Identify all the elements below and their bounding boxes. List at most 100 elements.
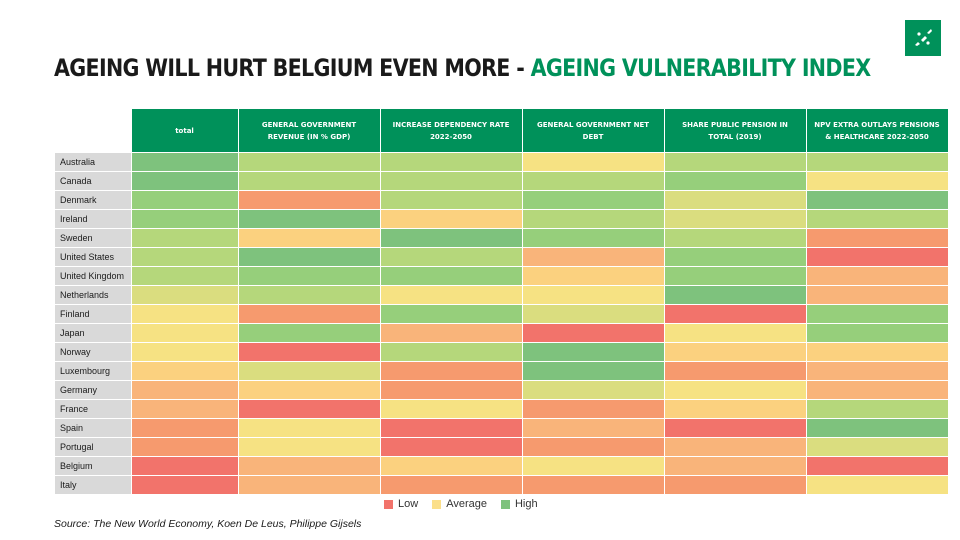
heatmap-cell xyxy=(237,437,381,457)
heatmap-cell xyxy=(521,361,665,381)
heatmap-cell xyxy=(521,475,665,495)
heatmap-cell xyxy=(805,228,949,248)
heatmap-cell xyxy=(379,171,523,191)
heatmap-cell xyxy=(805,380,949,400)
table-row: Germany xyxy=(54,380,949,400)
heatmap-cell xyxy=(130,437,239,457)
heatmap-cell xyxy=(521,418,665,438)
heatmap-cell xyxy=(521,266,665,286)
row-label: Finland xyxy=(54,304,132,324)
heatmap-cell xyxy=(130,304,239,324)
heatmap-cell xyxy=(237,418,381,438)
heatmap-cell xyxy=(130,342,239,362)
table-row: Norway xyxy=(54,342,949,362)
heatmap-cell xyxy=(805,247,949,267)
heatmap-cell xyxy=(379,190,523,210)
heatmap-cell xyxy=(130,418,239,438)
heatmap-cell xyxy=(521,456,665,476)
heatmap-cell xyxy=(663,171,807,191)
heatmap-cell xyxy=(379,456,523,476)
heatmap-cell xyxy=(130,285,239,305)
heatmap-cell xyxy=(130,228,239,248)
row-label: Italy xyxy=(54,475,132,495)
row-label: Belgium xyxy=(54,456,132,476)
heatmap-cell xyxy=(521,228,665,248)
table-row: Italy xyxy=(54,475,949,495)
heatmap-cell xyxy=(237,285,381,305)
heatmap-cell xyxy=(521,342,665,362)
heatmap-cell xyxy=(379,418,523,438)
heatmap-cell xyxy=(130,171,239,191)
table-row: United States xyxy=(54,247,949,267)
heatmap-cell xyxy=(663,228,807,248)
legend: Low Average High xyxy=(384,498,538,510)
heatmap-cell xyxy=(130,266,239,286)
heatmap-body: Australia Canada Denmark Ireland Sweden Unite… xyxy=(54,152,949,495)
legend-swatch-average xyxy=(432,499,442,509)
table-row: France xyxy=(54,399,949,419)
heatmap-cell xyxy=(663,285,807,305)
column-header-total: total xyxy=(130,108,239,153)
table-row: Australia xyxy=(54,152,949,172)
heatmap-cell xyxy=(663,304,807,324)
heatmap-cell xyxy=(379,266,523,286)
row-label: Ireland xyxy=(54,209,132,229)
legend-label-low: Low xyxy=(398,498,419,510)
row-label: Australia xyxy=(54,152,132,172)
heatmap-cell xyxy=(663,342,807,362)
heatmap-cell xyxy=(130,475,239,495)
heatmap-cell xyxy=(521,437,665,457)
table-row: Ireland xyxy=(54,209,949,229)
heatmap-cell xyxy=(237,456,381,476)
heatmap-cell xyxy=(521,152,665,172)
heatmap-cell xyxy=(237,304,381,324)
legend-item-high: High xyxy=(500,498,538,510)
heatmap-cell xyxy=(379,152,523,172)
table-row: Japan xyxy=(54,323,949,343)
table-row: Sweden xyxy=(54,228,949,248)
heatmap-cell xyxy=(379,361,523,381)
heatmap-cell xyxy=(663,323,807,343)
heatmap-cell xyxy=(663,190,807,210)
table-row: Portugal xyxy=(54,437,949,457)
heatmap-cell xyxy=(663,399,807,419)
heatmap-cell xyxy=(237,323,381,343)
heatmap-cell xyxy=(237,152,381,172)
heatmap-cell xyxy=(130,247,239,267)
row-label: Canada xyxy=(54,171,132,191)
row-label: United States xyxy=(54,247,132,267)
heatmap-cell xyxy=(521,190,665,210)
heatmap-cell xyxy=(237,228,381,248)
row-label: France xyxy=(54,399,132,419)
heatmap-cell xyxy=(521,399,665,419)
heatmap-cell xyxy=(130,361,239,381)
table-row: Finland xyxy=(54,304,949,324)
row-label: Norway xyxy=(54,342,132,362)
corner-cell xyxy=(54,108,131,153)
heatmap-cell xyxy=(805,152,949,172)
legend-swatch-low xyxy=(384,499,393,509)
heatmap-cell xyxy=(379,342,523,362)
heatmap-cell xyxy=(663,475,807,495)
heatmap-cell xyxy=(805,209,949,229)
row-label: United Kingdom xyxy=(54,266,132,286)
heatmap-cell xyxy=(805,456,949,476)
heatmap-cell xyxy=(237,209,381,229)
heatmap-cell xyxy=(130,190,239,210)
heatmap-cell xyxy=(663,266,807,286)
heatmap-cell xyxy=(805,418,949,438)
heatmap-cell xyxy=(130,456,239,476)
heatmap-cell xyxy=(237,247,381,267)
heatmap-cell xyxy=(130,152,239,172)
heatmap-cell xyxy=(379,475,523,495)
heatmap-cell xyxy=(237,399,381,419)
row-label: Luxembourg xyxy=(54,361,132,381)
heatmap-cell xyxy=(805,304,949,324)
row-label: Netherlands xyxy=(54,285,132,305)
heatmap-cell xyxy=(521,247,665,267)
heatmap-cell xyxy=(237,475,381,495)
heatmap-cell xyxy=(237,266,381,286)
heatmap-cell xyxy=(130,399,239,419)
column-header-revenue: GENERAL GOVERNMENT REVENUE (IN % GDP) xyxy=(237,108,381,153)
column-header-npv-outlays: NPV EXTRA OUTLAYS PENSIONS & HEALTHCARE … xyxy=(805,108,949,153)
